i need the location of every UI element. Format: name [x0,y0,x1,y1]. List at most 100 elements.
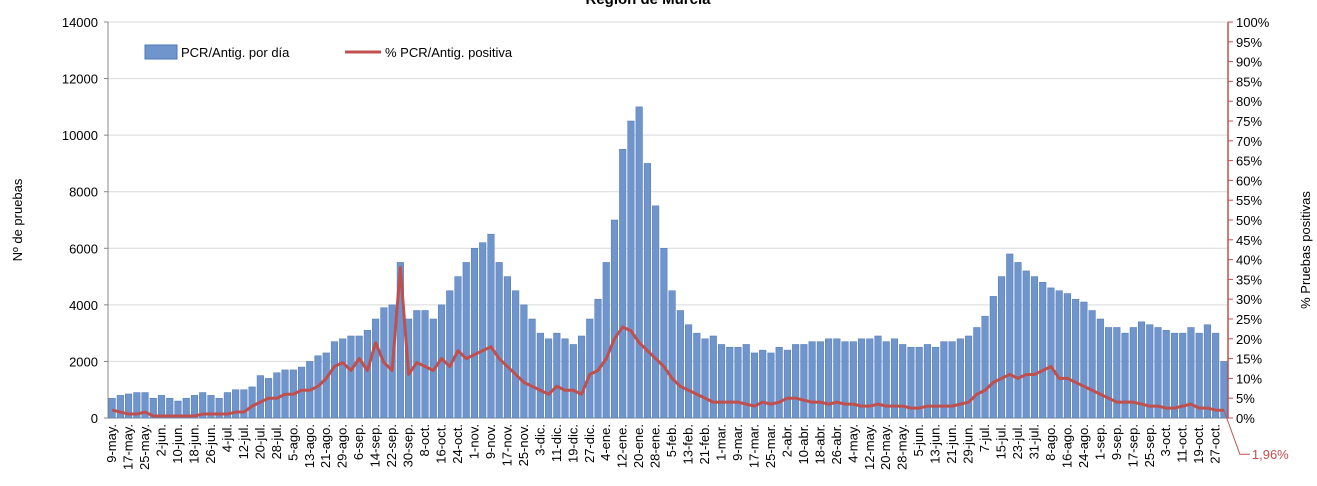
x-tick-label: 2-jun. [154,424,169,457]
y-tick-label: 0 [91,411,98,426]
x-tick-label: 4-ene. [598,424,613,461]
bar [586,318,594,419]
bar [232,389,240,419]
bar [701,338,709,419]
bar [273,372,281,419]
y2-tick-label: 70% [1236,134,1262,149]
bar [339,338,347,419]
bar [1096,318,1104,419]
x-tick-label: 10-jun. [170,424,185,464]
bar [973,327,981,419]
x-tick-label: 24-oct. [450,424,465,464]
bar [520,304,528,419]
bar [396,262,404,419]
legend-swatch [144,44,178,60]
bar [561,338,569,419]
bar [528,318,536,419]
y2-tick-label: 85% [1236,74,1262,89]
bar [322,352,330,419]
x-tick-label: 11-oct. [1175,424,1190,463]
bar [256,375,264,419]
x-tick-label: 26-jun. [203,424,218,464]
x-tick-label: 1-nov. [466,424,481,459]
bar [635,106,643,419]
bar [792,344,800,419]
bar [470,248,479,419]
x-tick-label: 25-may. [137,424,152,470]
y2-tick-label: 65% [1236,154,1262,169]
bar [1055,290,1063,419]
y2-tick-label: 45% [1236,233,1262,248]
x-tick-label: 12-jul. [236,424,251,459]
bar [1006,253,1014,419]
y2-tick-label: 90% [1236,55,1262,70]
bar [1047,287,1055,419]
bar [602,262,610,419]
bar [1187,327,1195,419]
bar [1212,332,1220,419]
x-tick-label: 19-oct. [1191,424,1206,464]
bar [1146,324,1154,419]
bar [1203,324,1211,419]
bar [553,332,561,419]
bar [627,120,635,419]
x-tick-label: 25-mar. [763,424,778,468]
x-tick-label: 20-jul. [252,424,267,459]
x-tick-label: 2-abr. [779,424,794,457]
legend-label: PCR/Antig. por día [181,45,290,60]
bar [750,352,759,419]
x-tick-label: 8-oct. [417,424,432,457]
y-tick-label: 8000 [69,185,98,200]
bar [932,347,940,419]
x-tick-label: 20-may. [878,424,893,470]
y2-tick-label: 40% [1236,253,1262,268]
y2-tick-label: 5% [1236,391,1255,406]
bar [965,335,973,419]
x-tick-label: 17-nov. [499,424,514,466]
y-tick-label: 4000 [69,298,98,313]
bar [833,338,841,419]
bar [1170,332,1179,419]
line [111,266,1224,418]
y2-tick-label: 55% [1236,193,1262,208]
x-tick-label: 15-jul. [994,424,1009,459]
bar [882,341,890,419]
y-tick-label: 6000 [69,241,98,256]
x-tick-label: 3-oct. [1158,424,1173,457]
bar [775,347,783,419]
bar [462,262,470,419]
x-tick-label: 1-sep. [1092,424,1107,460]
x-tick-label: 13-feb. [681,424,696,464]
bar [1121,332,1129,419]
bar [1179,332,1187,419]
bar [1220,361,1228,419]
x-tick-label: 5-jun. [911,424,926,457]
bar [693,332,701,419]
bar [899,344,907,419]
bar [479,242,487,419]
y2-tick-label: 15% [1236,352,1262,367]
legend-label: % PCR/Antig. positiva [385,45,513,60]
x-tick-label: 30-sep. [401,424,416,467]
bar [141,392,149,419]
bar [734,347,742,419]
x-tick-label: 21-jun. [944,424,959,464]
x-tick-label: 17-mar. [746,424,761,468]
bar [816,341,824,419]
bar [454,276,462,419]
bar [577,335,586,419]
bar [248,386,256,419]
x-tick-label: 9-sep. [1109,424,1124,460]
x-tick-label: 12-ene. [615,424,630,468]
x-tick-label: 12-may. [862,424,877,470]
bar [446,290,454,419]
bar [157,395,166,419]
chart-title: Región de Murcia [585,0,711,8]
x-tick-label: 27-dic. [582,424,597,463]
y2-tick-label: 50% [1236,213,1262,228]
y2-tick-label: 35% [1236,272,1262,287]
bar [1162,330,1170,419]
x-tick-label: 28-ene. [648,424,663,468]
x-tick-label: 8-ago. [1043,424,1058,461]
